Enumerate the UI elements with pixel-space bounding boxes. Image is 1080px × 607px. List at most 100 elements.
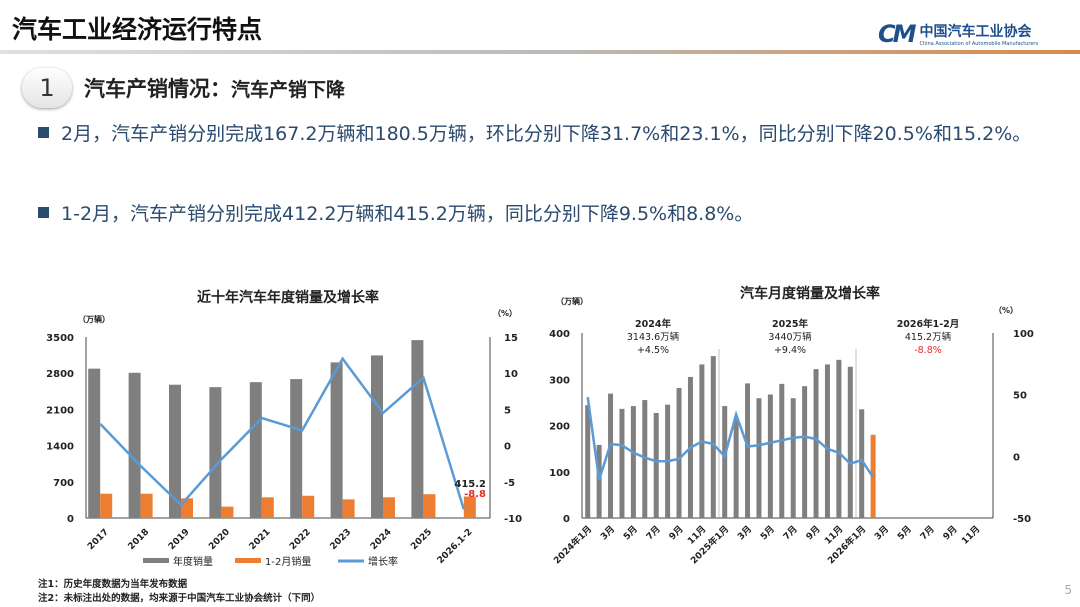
x-tick-label: 11月 — [959, 524, 982, 547]
bar-monthly — [859, 409, 865, 518]
bar-monthly — [630, 406, 636, 518]
bar-monthly — [756, 398, 762, 518]
x-tick-label: 7月 — [918, 524, 937, 543]
y2-tick-label: 10 — [504, 369, 518, 380]
period-annotation: -8.8% — [914, 345, 942, 356]
legend-label: 年度销量 — [173, 555, 213, 568]
x-tick-label: 2024 — [369, 527, 394, 552]
growth-line — [99, 356, 465, 510]
bullet-item: 1-2月，汽车产销分别完成412.2万辆和415.2万辆，同比分别下降9.5%和… — [38, 198, 1058, 231]
growth-line — [586, 396, 875, 481]
bar-monthly — [802, 386, 808, 518]
period-annotation: 2026年1-2月 — [897, 318, 960, 330]
bar-monthly — [813, 369, 819, 518]
y2-axis-label: （%） — [994, 305, 1018, 315]
section-number: 1 — [22, 68, 72, 108]
bullet-item: 2月，汽车产销分别完成167.2万辆和180.5万辆，环比分别下降31.7%和2… — [38, 118, 1058, 151]
page-number: 5 — [1064, 583, 1072, 597]
bar-monthly — [710, 356, 716, 518]
period-annotation: +9.4% — [774, 345, 806, 356]
bar-monthly — [596, 444, 602, 518]
x-tick-label: 2019 — [167, 527, 192, 552]
y-axis-label: （万辆） — [78, 314, 110, 324]
bar-monthly — [745, 383, 751, 518]
x-tick-label: 7月 — [781, 524, 800, 543]
y-tick-label: 700 — [53, 478, 74, 489]
x-tick-label: 9月 — [804, 524, 823, 543]
bar-annual — [169, 384, 181, 518]
section-title: 汽车产销情况： — [84, 77, 231, 101]
bar-jan-feb — [463, 496, 476, 518]
bar-monthly — [779, 383, 785, 518]
bar-monthly — [608, 393, 614, 518]
period-annotation: 2025年 — [772, 318, 808, 330]
x-tick-label: 2025 — [409, 527, 434, 552]
x-tick-label: 5月 — [758, 524, 777, 543]
period-annotation: 3143.6万辆 — [627, 331, 680, 343]
y2-tick-label: -10 — [504, 514, 522, 525]
chart-title: 汽车月度销量及增长率 — [740, 285, 880, 302]
x-tick-label: 2026.1-2 — [436, 527, 475, 566]
bar-annual — [128, 372, 141, 518]
bar-monthly — [642, 400, 648, 518]
bar-monthly — [619, 408, 625, 518]
bullet-text: 1-2月，汽车产销分别完成412.2万辆和415.2万辆，同比分别下降9.5%和… — [61, 203, 754, 225]
y-tick-label: 400 — [549, 329, 570, 340]
bar-jan-feb — [423, 494, 436, 518]
x-tick-label: 2018 — [127, 527, 152, 552]
x-tick-label: 9月 — [941, 524, 960, 543]
y2-tick-label: -50 — [1013, 514, 1031, 525]
note-1: 注1：历史年度数据为当年发布数据 — [38, 579, 188, 590]
legend-swatch — [143, 558, 169, 563]
section-subtitle: 汽车产销下降 — [231, 78, 346, 101]
period-annotation: 415.2万辆 — [905, 331, 952, 343]
bar-monthly — [824, 364, 830, 518]
bar-annual — [411, 340, 424, 518]
bar-annual — [209, 387, 222, 518]
x-tick-label: 7月 — [644, 524, 663, 543]
bar-monthly — [767, 394, 773, 518]
x-tick-label: 2021 — [248, 527, 273, 552]
y2-axis-label: （%） — [493, 308, 517, 318]
bar-jan-feb — [261, 497, 274, 518]
x-tick-label: 2023 — [329, 527, 354, 552]
bar-jan-feb — [221, 506, 234, 518]
bar-monthly — [790, 398, 796, 518]
legend-swatch — [235, 558, 261, 563]
bar-annual — [371, 355, 383, 518]
bar-jan-feb — [100, 493, 113, 518]
logo-text-en: China Association of Automobile Manufact… — [919, 41, 1039, 47]
section-heading: 1 汽车产销情况： 汽车产销下降 — [22, 68, 345, 108]
bar-jan-feb — [140, 493, 153, 518]
x-tick-label: 3月 — [599, 524, 618, 543]
y2-tick-label: 0 — [1013, 452, 1020, 463]
bullet-text: 2月，汽车产销分别完成167.2万辆和180.5万辆，环比分别下降31.7%和2… — [61, 123, 1032, 145]
y-tick-label: 2100 — [46, 405, 74, 416]
y2-tick-label: 15 — [504, 333, 518, 344]
y2-tick-label: 100 — [1013, 329, 1034, 340]
bar-annual — [249, 382, 262, 518]
y2-tick-label: -5 — [504, 478, 515, 489]
x-tick-label: 5月 — [895, 524, 914, 543]
y-tick-label: 0 — [67, 514, 74, 525]
bar-jan-feb — [383, 497, 395, 518]
logo-mark: CM — [878, 20, 916, 48]
bar-monthly — [722, 406, 728, 518]
y2-tick-label: 0 — [504, 442, 511, 453]
note-2: 注2：未标注出处的数据，均来源于中国汽车工业协会统计（下同） — [38, 593, 321, 604]
caam-logo: CM 中国汽车工业协会 China Association of Automob… — [878, 20, 1038, 48]
header-divider — [0, 50, 1080, 54]
page-title: 汽车工业经济运行特点 — [12, 15, 263, 44]
y-tick-label: 2800 — [46, 369, 74, 380]
x-tick-label: 2017 — [86, 527, 111, 552]
y-tick-label: 100 — [549, 468, 570, 479]
period-annotation: 3440万辆 — [768, 331, 812, 343]
period-annotation: 2024年 — [635, 318, 671, 330]
chart-title: 近十年汽车年度销量及增长率 — [197, 289, 379, 306]
bullet-square-icon — [38, 207, 49, 218]
bar-monthly — [585, 405, 591, 518]
y-axis-label: （万辆） — [556, 296, 588, 306]
bar-monthly — [676, 388, 682, 518]
bar-jan-feb — [302, 495, 315, 518]
